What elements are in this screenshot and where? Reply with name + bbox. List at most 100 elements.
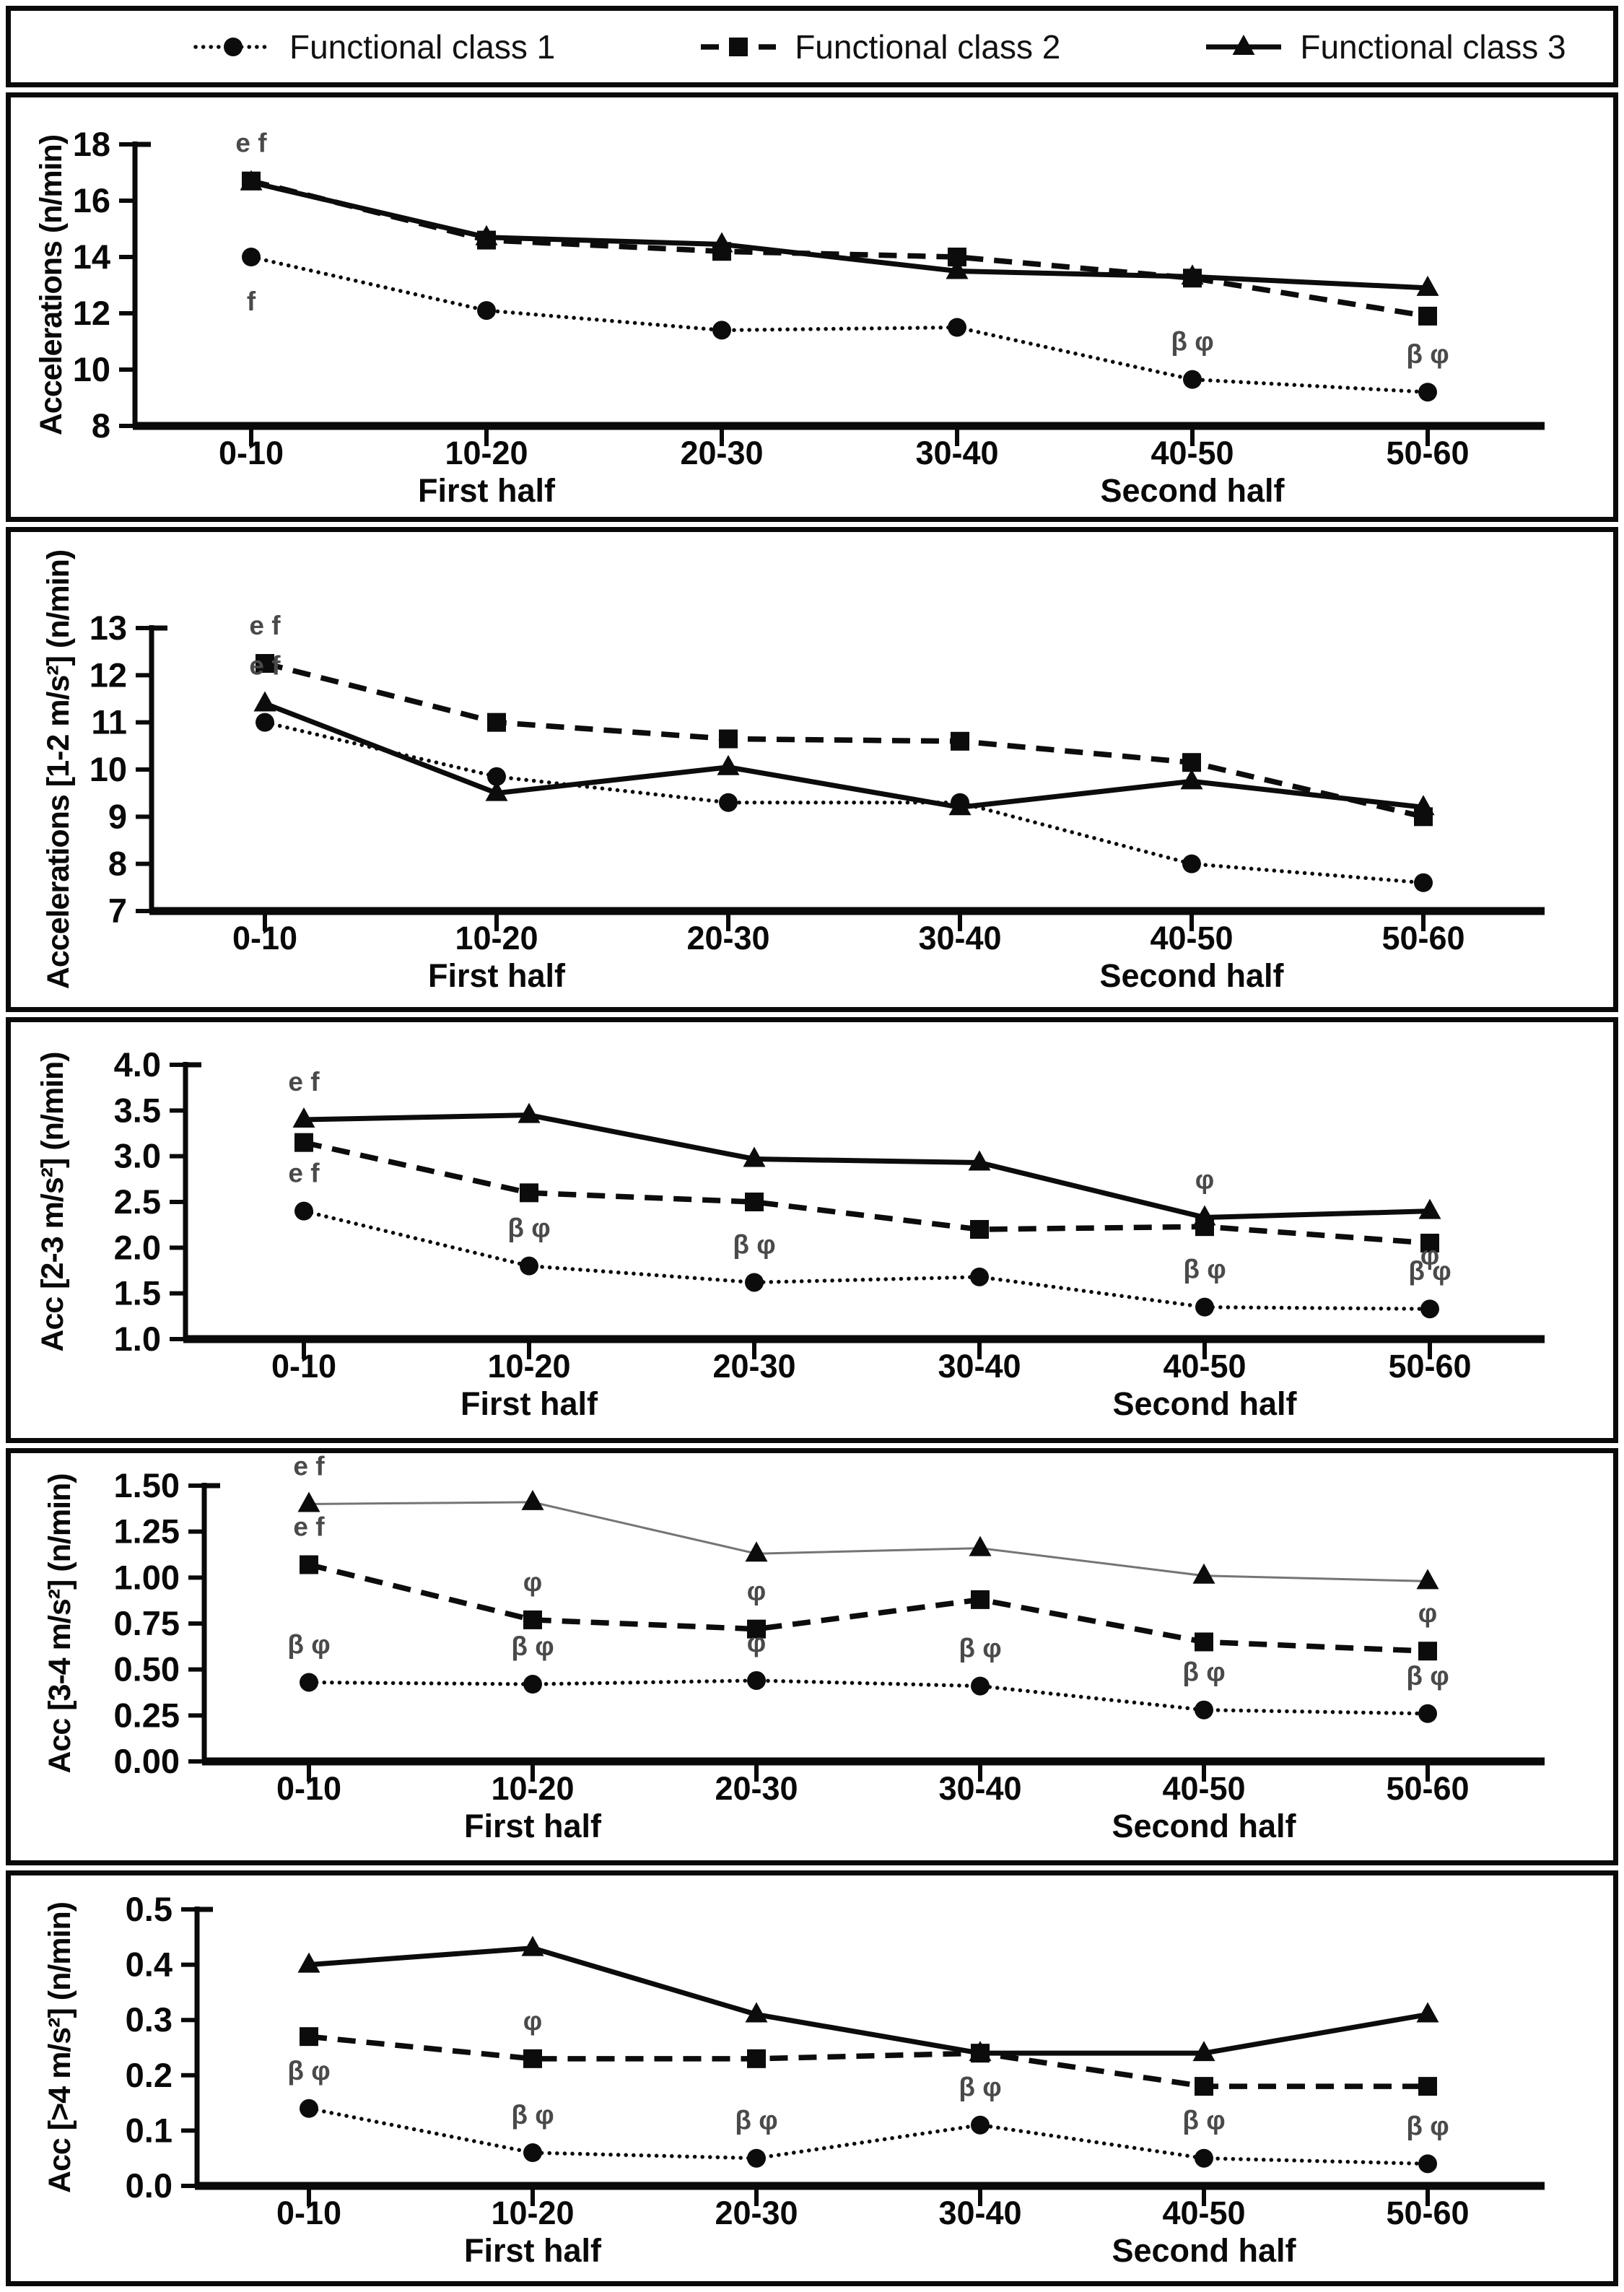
series-line-functional-class-1 xyxy=(307,2106,1430,2166)
series-line-functional-class-3 xyxy=(250,180,1428,291)
x-tick-label: 30-40 xyxy=(918,920,1001,957)
legend-marker-square xyxy=(729,37,748,56)
marker-circle-functional-class-1 xyxy=(1182,854,1201,873)
significance-annotation: β φ xyxy=(287,2056,330,2086)
x-tick-label: 40-50 xyxy=(1150,920,1233,957)
x-tick-label: 20-30 xyxy=(712,1348,795,1385)
marker-triangle-functional-class-3 xyxy=(297,1952,320,1973)
marker-circle-functional-class-1 xyxy=(1414,873,1433,892)
y-axis-label: Accelerations (n/min) xyxy=(34,135,69,435)
y-tick-label: 0.25 xyxy=(114,1696,180,1734)
marker-circle-functional-class-1 xyxy=(1195,1700,1213,1720)
y-tick-label: 1.25 xyxy=(114,1512,180,1551)
y-tick-label: 1.5 xyxy=(114,1274,161,1312)
y-tick-label: 4.0 xyxy=(114,1045,161,1084)
y-tick-label: 14 xyxy=(73,238,110,276)
marker-circle-functional-class-1 xyxy=(523,1675,542,1694)
marker-triangle-functional-class-3 xyxy=(969,1535,992,1556)
square-dashed-line-icon xyxy=(701,37,777,56)
significance-annotation: φ xyxy=(523,2006,542,2036)
marker-triangle-functional-class-3 xyxy=(717,754,740,775)
y-tick-label: 0.5 xyxy=(126,1890,173,1928)
significance-annotation: β φ xyxy=(959,2073,1001,2102)
triangle-solid-line-icon xyxy=(1206,34,1282,55)
significance-annotation: β φ xyxy=(1183,1255,1226,1284)
legend-label-functional-class-2: Functional class 2 xyxy=(795,27,1061,66)
marker-triangle-functional-class-3 xyxy=(948,795,972,816)
marker-square-functional-class-2 xyxy=(487,713,506,732)
y-tick-label: 3.0 xyxy=(114,1137,161,1175)
marker-triangle-functional-class-3 xyxy=(485,780,508,801)
marker-circle-functional-class-1 xyxy=(971,2115,990,2135)
marker-triangle-functional-class-3 xyxy=(240,170,263,191)
significance-annotation: f xyxy=(247,287,256,316)
chart-panel-acc-gt4: 0.0 0.1 0.2 0.3 0.4 0.5 Acc [>4 m/s²] (n/min) 0… xyxy=(6,1870,1618,2286)
marker-triangle-functional-class-3 xyxy=(521,1489,544,1510)
circle-dotted-line-icon xyxy=(193,37,273,56)
marker-square-functional-class-2 xyxy=(747,1619,766,1639)
significance-annotation: β φ xyxy=(1182,2106,1225,2135)
x-tick-label: 30-40 xyxy=(938,1770,1021,1807)
x-tick-label: 40-50 xyxy=(1162,1770,1245,1807)
x-tick-label: 50-60 xyxy=(1381,920,1464,957)
y-axis-label: Acc [2-3 m/s²] (n/min) xyxy=(35,1052,70,1351)
marker-circle-functional-class-1 xyxy=(1183,370,1202,389)
chart-panel-accelerations-1-2: 7 8 9 10 11 12 13 Accelerations [1-2 m/s²] (n/m… xyxy=(6,527,1618,1012)
y-tick-label: 0.50 xyxy=(114,1650,180,1689)
x-tick-label: 0-10 xyxy=(276,2195,341,2231)
x-tick-label: 20-30 xyxy=(680,435,763,471)
significance-annotation: e f xyxy=(293,1512,325,1542)
marker-circle-functional-class-1 xyxy=(1418,1704,1437,1723)
significance-annotation: e f xyxy=(249,611,281,640)
marker-circle-functional-class-1 xyxy=(719,793,738,812)
chart-panel-accelerations-total: 8 10 12 14 16 18 Accelerations (n/min) 0-10 10-2… xyxy=(6,92,1618,522)
x-tick-label: 0-10 xyxy=(276,1770,341,1807)
significance-annotation: β φ xyxy=(507,1213,550,1243)
y-tick-label: 12 xyxy=(73,294,110,332)
legend-panel: Functional class 1 Functional class 2 Fu… xyxy=(6,6,1618,87)
legend-item-functional-class-3: Functional class 3 xyxy=(1203,27,1566,66)
y-tick-label: 9 xyxy=(108,797,127,835)
x-tick-label: 40-50 xyxy=(1162,2195,1245,2231)
y-tick-label: 16 xyxy=(73,181,110,219)
series-line-functional-class-2 xyxy=(303,1140,1431,1246)
marker-square-functional-class-2 xyxy=(300,1555,318,1574)
x-tick-label: 30-40 xyxy=(938,2195,1021,2231)
first-half-label: First half xyxy=(464,1808,602,1844)
marker-triangle-functional-class-3 xyxy=(743,1146,766,1167)
marker-circle-functional-class-1 xyxy=(1420,1299,1439,1319)
y-tick-label: 0.75 xyxy=(114,1604,180,1642)
marker-triangle-functional-class-3 xyxy=(1416,1569,1439,1590)
x-tick-label: 50-60 xyxy=(1386,1770,1469,1807)
x-tick-label: 40-50 xyxy=(1151,435,1234,471)
marker-square-functional-class-2 xyxy=(523,2049,542,2068)
y-tick-label: 1.00 xyxy=(114,1558,180,1596)
first-half-label: First half xyxy=(460,1385,598,1422)
marker-circle-functional-class-1 xyxy=(477,301,496,321)
significance-annotation: e f xyxy=(235,128,267,158)
y-tick-label: 8 xyxy=(92,406,110,445)
significance-annotation: β φ xyxy=(1406,1661,1449,1691)
marker-triangle-functional-class-3 xyxy=(1181,264,1204,285)
second-half-label: Second half xyxy=(1112,1808,1296,1844)
marker-circle-functional-class-1 xyxy=(1195,2148,1213,2168)
significance-annotation: φ xyxy=(747,1577,766,1606)
series-line-functional-class-1 xyxy=(302,1208,1432,1311)
marker-circle-functional-class-1 xyxy=(970,1267,989,1286)
significance-annotation: e f xyxy=(288,1067,320,1097)
marker-square-functional-class-2 xyxy=(300,2027,318,2047)
marker-square-functional-class-2 xyxy=(256,654,274,673)
marker-square-functional-class-2 xyxy=(1418,1642,1437,1661)
series-line-functional-class-1 xyxy=(263,720,1426,885)
marker-square-functional-class-2 xyxy=(747,2049,766,2068)
marker-square-functional-class-2 xyxy=(523,1610,542,1629)
y-axis-label: Acc [3-4 m/s²] (n/min) xyxy=(43,1473,77,1773)
marker-triangle-functional-class-3 xyxy=(710,232,733,253)
series-line-functional-class-2 xyxy=(250,178,1428,319)
marker-square-functional-class-2 xyxy=(1418,2077,1437,2096)
marker-square-functional-class-2 xyxy=(719,729,738,749)
marker-triangle-functional-class-3 xyxy=(968,1150,991,1171)
marker-triangle-functional-class-3 xyxy=(1192,2041,1215,2062)
